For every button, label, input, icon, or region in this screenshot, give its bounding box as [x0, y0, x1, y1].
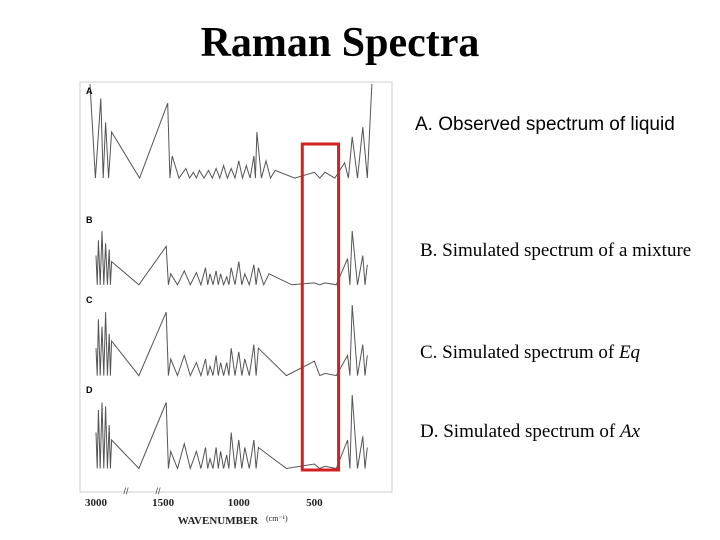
spectrum-line-c — [95, 304, 368, 378]
page-title: Raman Spectra — [200, 20, 480, 66]
x-axis-label: WAVENUMBER — [178, 515, 260, 527]
axis-break-mark: // — [123, 486, 129, 496]
spectrum-line-b — [95, 231, 368, 287]
description-a: A. Observed spectrum of liquid — [415, 114, 675, 135]
description-d-italic: Ax — [620, 421, 641, 442]
spectrum-line-a — [89, 83, 373, 181]
description-b: B. Simulated spectrum of a mixture — [420, 240, 692, 261]
x-tick-label-1000: 1000 — [228, 497, 251, 509]
description-d-text: D. Simulated spectrum of — [420, 421, 620, 442]
x-tick-label-3000: 3000 — [85, 497, 108, 509]
x-tick-label-1500: 1500 — [152, 497, 175, 509]
spectrum-line-d — [95, 394, 368, 471]
spectrum-label-d: D — [86, 385, 93, 395]
highlight-box — [300, 142, 341, 472]
x-tick-label-500: 500 — [306, 497, 323, 509]
spectra-svg: A B C D 3000 1500 1000 500 // // WAVENUMBER (cm⁻¹) — [79, 81, 393, 527]
spectrum-label-b: B — [86, 215, 93, 225]
description-c-italic: Eq — [618, 342, 641, 363]
description-c-text: C. Simulated spectrum of — [420, 342, 619, 363]
spectrum-label-c: C — [86, 295, 93, 305]
description-d: D. Simulated spectrum of Ax — [420, 421, 640, 443]
x-axis-unit: (cm⁻¹) — [266, 514, 288, 523]
description-c: C. Simulated spectrum of Eq — [420, 342, 640, 364]
plot-frame — [79, 81, 393, 493]
spectrum-label-a: A — [86, 86, 93, 96]
axis-break-mark: // — [155, 486, 161, 496]
raman-spectra-chart: A B C D 3000 1500 1000 500 // // WAVENUMBER (cm⁻¹) — [78, 80, 398, 530]
